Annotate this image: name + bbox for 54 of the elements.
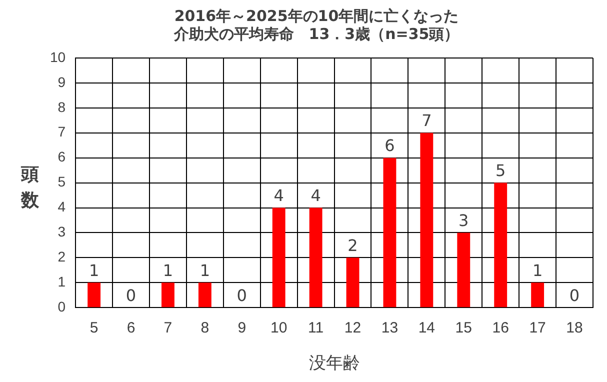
bar (88, 282, 101, 308)
data-label: 0 (236, 286, 247, 305)
text: 2016年～2025年の10年間に亡くなった (174, 6, 459, 25)
bar (494, 182, 508, 308)
bar (198, 282, 212, 308)
data-label: 1 (162, 260, 174, 280)
y-tick-label: 4 (58, 198, 66, 215)
x-tick-label: 9 (238, 320, 246, 337)
x-tick-label: 5 (90, 320, 98, 337)
x-tick-label: 7 (164, 320, 172, 337)
x-tick-label: 11 (308, 320, 324, 337)
x-tick-label: 13 (381, 320, 398, 337)
bar (457, 232, 470, 308)
x-axis-title: 没年齢 (308, 353, 360, 372)
data-label: 6 (384, 136, 395, 155)
data-label: 7 (422, 111, 432, 130)
y-tick-label: 5 (58, 174, 66, 190)
x-tick-label: 8 (200, 320, 210, 337)
y-tick-label: 8 (58, 98, 66, 115)
bar (162, 282, 174, 308)
x-tick-label: 14 (418, 320, 436, 337)
data-label: 2 (348, 236, 358, 255)
bar (383, 158, 396, 308)
data-label: 1 (532, 260, 543, 280)
bar (272, 208, 286, 308)
data-label: 1 (88, 260, 100, 280)
data-label: 3 (458, 210, 469, 230)
y-tick-label: 2 (58, 248, 66, 265)
text: 介助犬の平均寿命 13．3歳（n=35頭） (174, 24, 460, 43)
data-label: 4 (310, 186, 321, 205)
data-label: 4 (274, 186, 284, 205)
x-tick-label: 10 (270, 320, 288, 337)
data-label: 0 (569, 286, 580, 305)
y-tick-label: 7 (58, 124, 66, 140)
x-tick-label: 15 (455, 320, 472, 337)
y-tick-label: 1 (58, 274, 66, 290)
x-tick-label: 18 (566, 320, 583, 337)
data-label: 0 (126, 286, 136, 305)
bar (346, 258, 360, 308)
y-axis-title: 頭数 (20, 163, 40, 213)
x-tick-label: 16 (492, 320, 509, 337)
bar (309, 208, 322, 308)
y-tick-label: 9 (58, 74, 66, 90)
x-tick-label: 12 (344, 320, 362, 337)
bar (420, 132, 434, 308)
y-tick-label: 3 (58, 224, 66, 240)
y-tick-label: 6 (58, 148, 66, 165)
x-tick-label: 6 (126, 320, 136, 337)
data-label: 1 (200, 260, 210, 280)
data-label: 5 (496, 160, 506, 180)
y-tick-label: 0 (58, 298, 66, 314)
x-tick-label: 17 (529, 320, 546, 337)
y-tick-label: 10 (50, 48, 66, 65)
bar (531, 282, 544, 308)
